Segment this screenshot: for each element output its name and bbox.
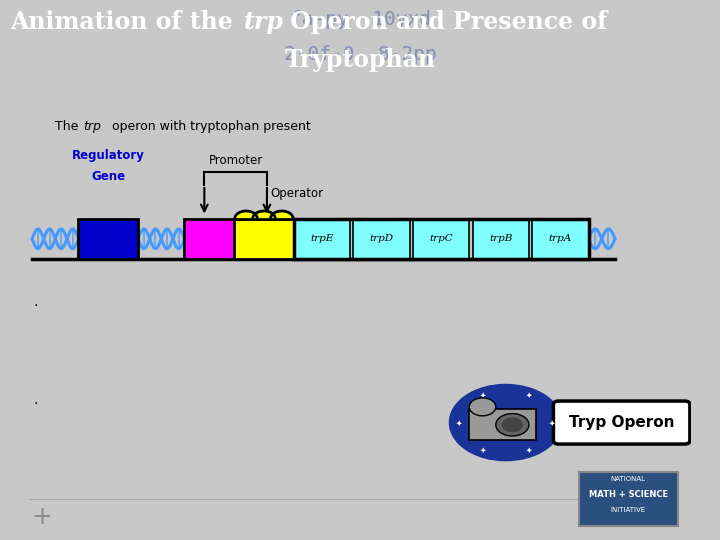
Text: trpD: trpD xyxy=(369,234,394,244)
Bar xyxy=(472,219,529,259)
Text: +: + xyxy=(32,505,53,529)
Bar xyxy=(532,219,588,259)
Text: The: The xyxy=(55,120,83,133)
Text: .: . xyxy=(33,294,37,308)
Text: ✦: ✦ xyxy=(480,391,486,400)
Text: NATIONAL: NATIONAL xyxy=(611,476,646,482)
Text: Animation of the: Animation of the xyxy=(10,10,241,34)
Text: Tryptophan: Tryptophan xyxy=(284,48,436,71)
Text: fa-py  10yxd: fa-py 10yxd xyxy=(289,10,431,29)
Text: trpB: trpB xyxy=(489,234,513,244)
Text: ✦: ✦ xyxy=(456,418,462,427)
Text: 2-0f-0  8-2pp: 2-0f-0 8-2pp xyxy=(284,45,436,64)
Text: ✦: ✦ xyxy=(549,418,555,427)
FancyBboxPatch shape xyxy=(579,472,678,525)
Text: Promoter: Promoter xyxy=(209,154,263,167)
Text: Tryp Operon: Tryp Operon xyxy=(569,415,675,430)
Text: Regulatory: Regulatory xyxy=(72,150,145,163)
Text: operon with tryptophan present: operon with tryptophan present xyxy=(108,120,311,133)
Text: trpE: trpE xyxy=(310,234,333,244)
Bar xyxy=(234,219,294,259)
Text: trpA: trpA xyxy=(549,234,572,244)
Bar xyxy=(78,219,138,259)
Text: INITIATIVE: INITIATIVE xyxy=(611,507,646,513)
Text: Gene: Gene xyxy=(91,170,125,183)
Text: ✦: ✦ xyxy=(526,445,532,454)
Text: trpC: trpC xyxy=(429,234,453,244)
Bar xyxy=(184,219,234,259)
Bar xyxy=(294,219,588,259)
Text: Operator: Operator xyxy=(270,187,323,200)
Circle shape xyxy=(449,384,562,461)
FancyBboxPatch shape xyxy=(469,409,536,441)
Circle shape xyxy=(496,414,529,436)
Bar xyxy=(354,219,410,259)
Text: Operon and Presence of: Operon and Presence of xyxy=(282,10,608,34)
Text: MATH + SCIENCE: MATH + SCIENCE xyxy=(589,490,668,499)
Text: ✦: ✦ xyxy=(526,391,532,400)
Text: ✦: ✦ xyxy=(480,445,486,454)
Circle shape xyxy=(503,418,522,431)
Circle shape xyxy=(469,398,496,416)
FancyBboxPatch shape xyxy=(554,401,690,444)
Text: trp: trp xyxy=(243,10,283,34)
Text: trp: trp xyxy=(83,120,101,133)
Bar xyxy=(413,219,469,259)
Text: .: . xyxy=(33,393,37,407)
Bar xyxy=(294,219,350,259)
